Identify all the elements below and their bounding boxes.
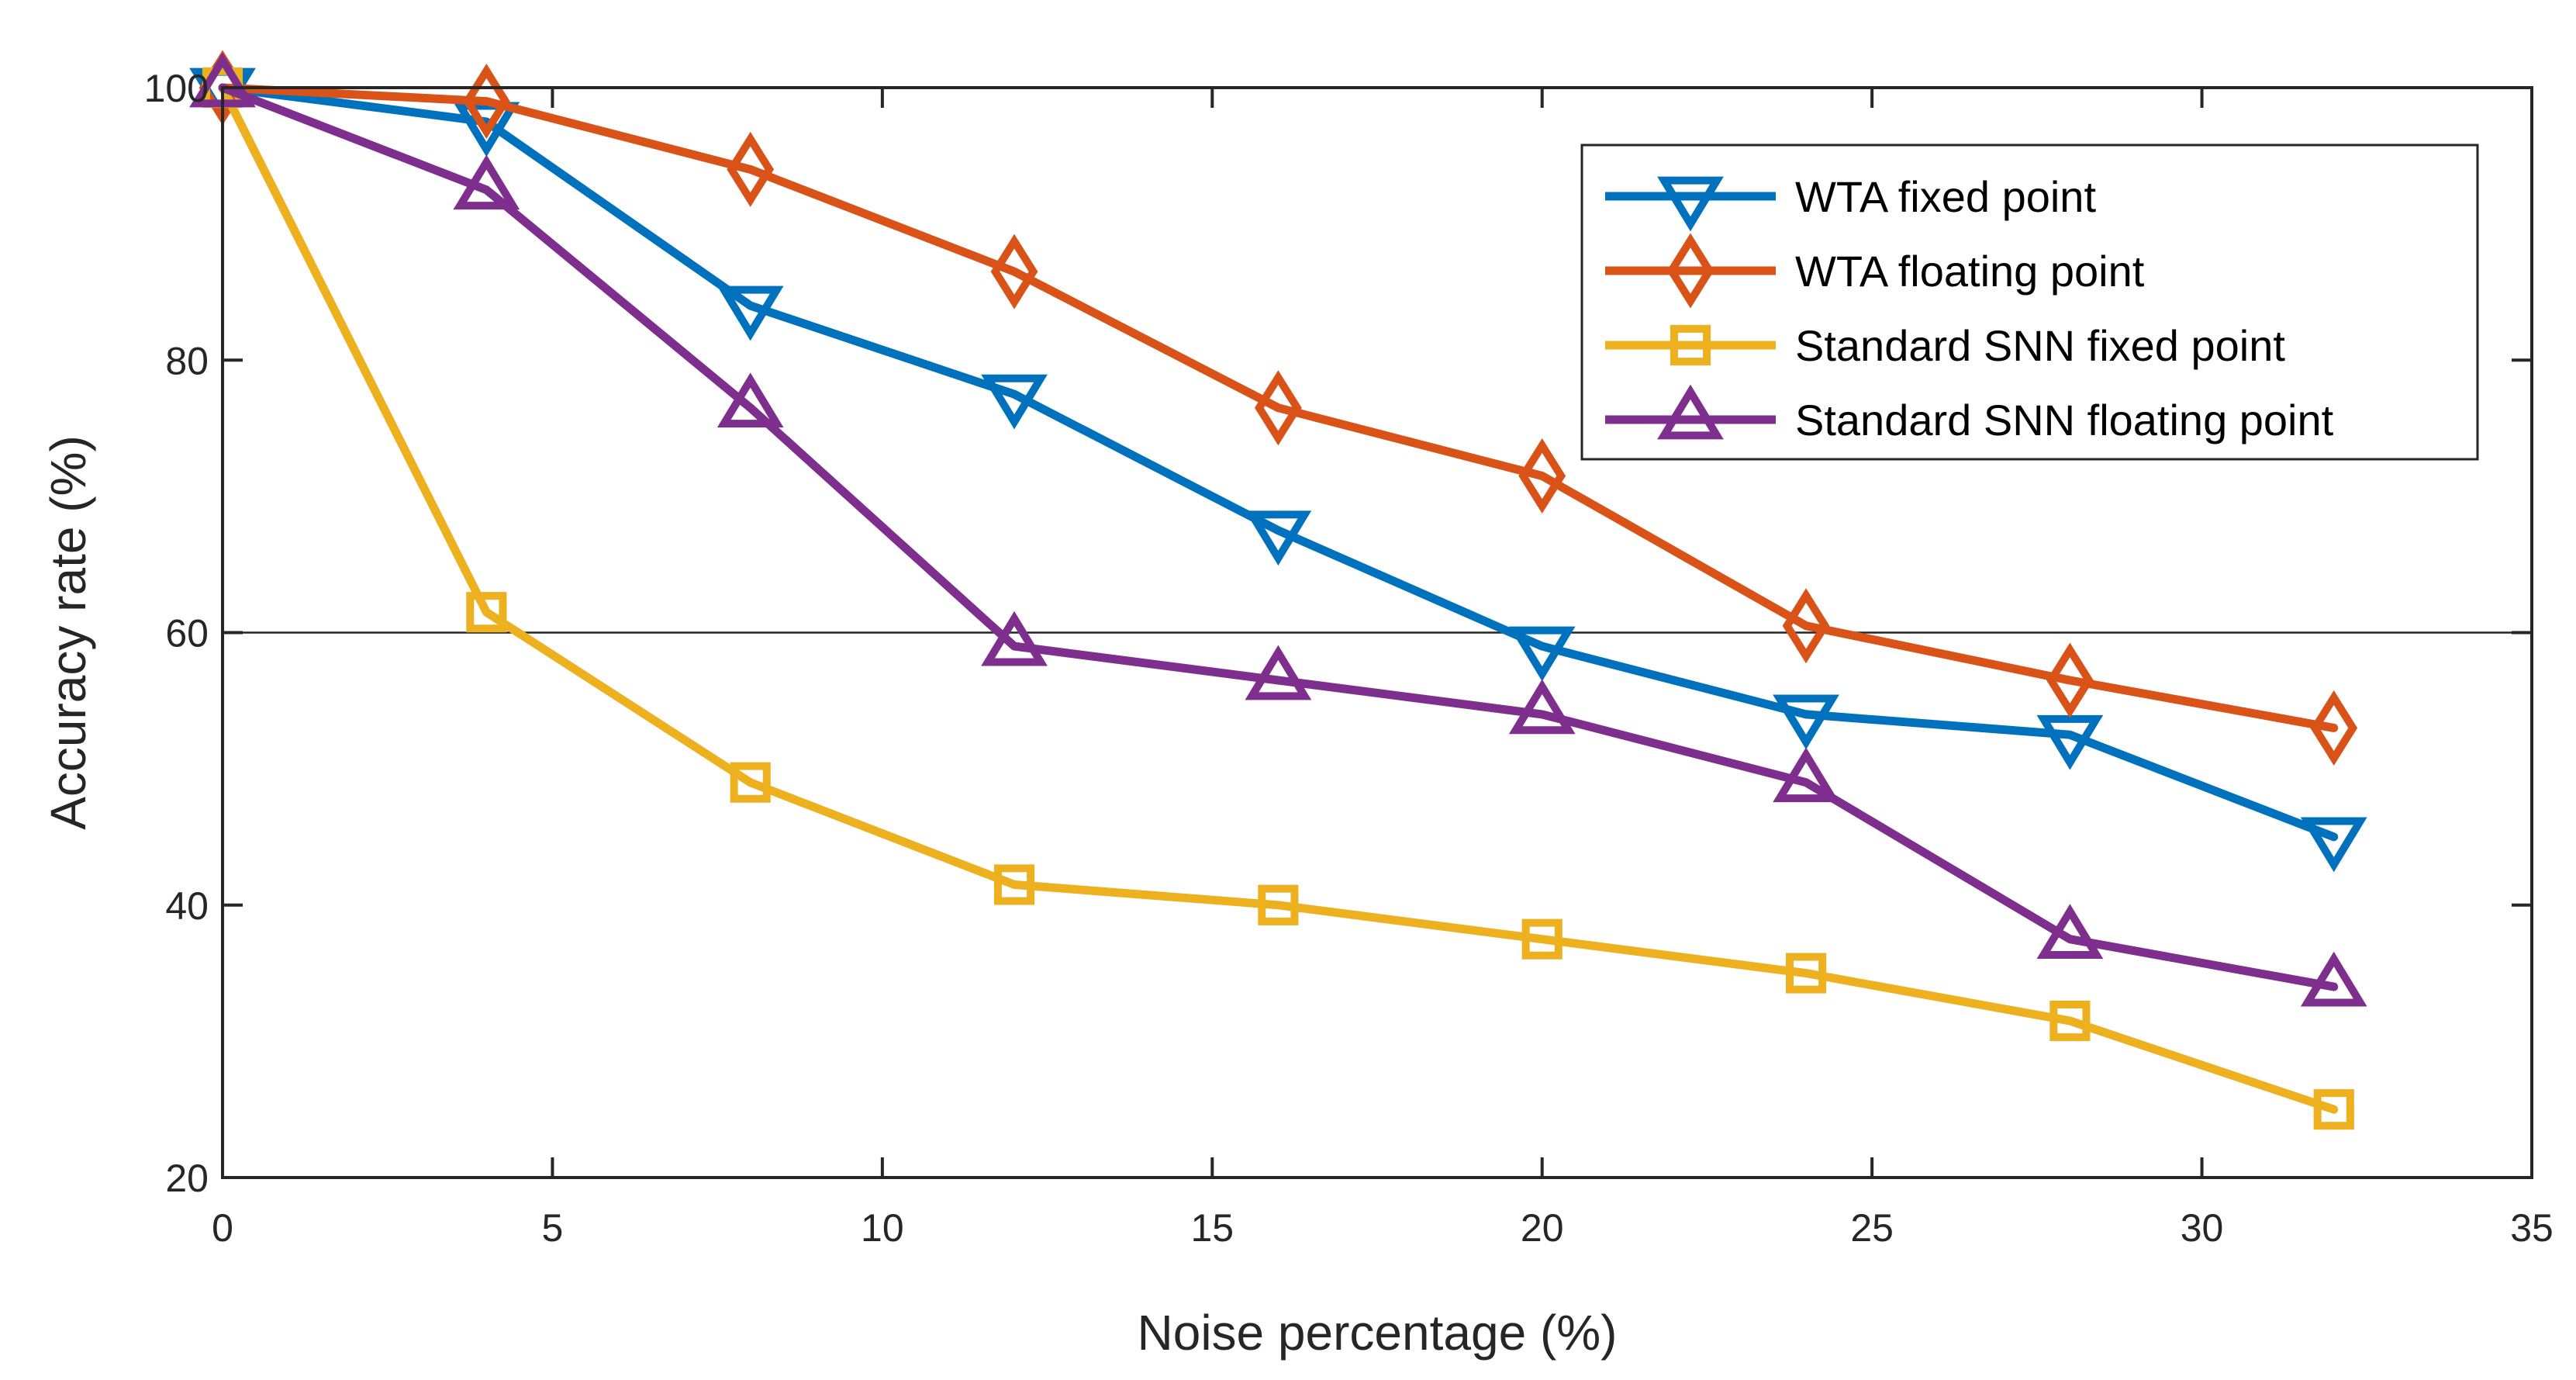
x-tick-label: 5 <box>542 1206 564 1250</box>
y-tick-label: 40 <box>165 884 209 928</box>
data-point <box>462 64 510 140</box>
legend-item-4: Standard SNN floating point <box>1605 384 2334 444</box>
data-point <box>1773 694 1839 750</box>
data-point <box>453 102 520 157</box>
x-tick-label: 0 <box>212 1206 233 1250</box>
data-point <box>727 131 775 207</box>
data-point <box>993 864 1035 905</box>
x-tick-label: 30 <box>2181 1206 2224 1250</box>
y-tick-label: 60 <box>165 612 209 655</box>
series-layer <box>189 50 2367 1130</box>
x-axis-title: Noise percentage (%) <box>1138 1305 1618 1361</box>
legend-label: Standard SNN fixed point <box>1795 321 2285 370</box>
legend-label: WTA fixed point <box>1795 172 2096 221</box>
axes-layer: 0 5 10 15 20 25 30 35 20 40 60 80 100 <box>144 67 2554 1250</box>
data-point <box>466 592 507 633</box>
data-point <box>1785 953 1827 994</box>
data-point <box>1245 510 1312 566</box>
series-line <box>218 83 2339 842</box>
legend-marker <box>1657 176 1724 232</box>
x-tick-label: 15 <box>1190 1206 1234 1250</box>
series-2 <box>199 50 2358 766</box>
data-point <box>1508 679 1576 735</box>
series-4 <box>189 52 2367 1007</box>
series-line <box>218 83 2339 991</box>
y-axis-title: Accuracy rate (%) <box>40 435 96 830</box>
series-line <box>218 83 2339 1114</box>
data-point <box>981 610 1048 666</box>
data-point <box>2036 714 2104 770</box>
data-point <box>730 762 771 803</box>
data-point <box>990 233 1038 310</box>
y-tick-label: 80 <box>165 339 209 382</box>
data-point <box>2310 690 2358 766</box>
data-point <box>1521 918 1563 960</box>
data-point <box>1782 588 1830 664</box>
legend-label: WTA floating point <box>1795 247 2145 296</box>
data-point <box>1258 884 1299 925</box>
y-tick-label: 20 <box>165 1157 209 1200</box>
data-point <box>717 372 784 428</box>
data-point <box>1254 370 1302 446</box>
data-point <box>2300 817 2367 873</box>
legend: WTA fixed point WTA floating point Standar… <box>1580 144 2479 461</box>
data-point <box>2046 642 2094 718</box>
x-tick-label: 20 <box>1521 1206 1564 1250</box>
legend-marker <box>1666 233 1714 309</box>
legend-item-3: Standard SNN fixed point <box>1605 321 2285 370</box>
series-3 <box>202 67 2354 1130</box>
data-point <box>1245 645 1312 700</box>
series-line <box>218 83 2339 732</box>
data-point <box>2313 1089 2354 1130</box>
data-point <box>2036 904 2104 960</box>
legend-label: Standard SNN floating point <box>1795 396 2334 444</box>
legend-marker <box>1657 384 1724 440</box>
data-point <box>1508 626 1576 682</box>
data-point <box>1518 438 1566 514</box>
data-point <box>1773 747 1839 803</box>
y-tick-label: 100 <box>144 67 209 110</box>
data-point <box>453 154 520 210</box>
x-tick-label: 25 <box>1850 1206 1894 1250</box>
legend-marker <box>1670 324 1711 366</box>
data-point <box>2300 951 2367 1007</box>
data-point <box>2049 1000 2091 1042</box>
data-point <box>717 285 784 341</box>
legend-item-1: WTA fixed point <box>1605 172 2096 232</box>
x-tick-label: 35 <box>2510 1206 2554 1250</box>
legend-item-2: WTA floating point <box>1605 233 2145 309</box>
x-tick-label: 10 <box>861 1206 904 1250</box>
data-point <box>981 374 1048 430</box>
